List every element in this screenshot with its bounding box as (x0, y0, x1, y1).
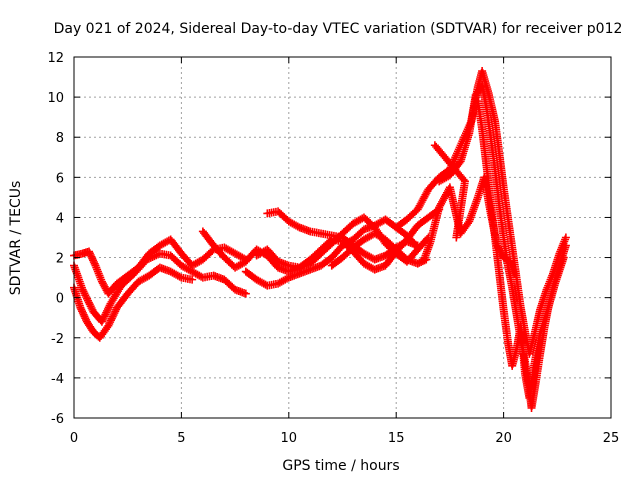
data-point (188, 275, 197, 284)
chart-title: Day 021 of 2024, Sidereal Day-to-day VTE… (54, 21, 623, 37)
y-tick-label: 2 (56, 252, 64, 267)
data-point (559, 253, 568, 262)
data-point (80, 312, 89, 321)
data-point (83, 294, 92, 303)
y-tick-label: 12 (47, 51, 64, 66)
x-axis-title: GPS time / hours (282, 458, 399, 474)
data-point (77, 305, 86, 314)
data-point (82, 292, 91, 301)
y-tick-label: 4 (56, 211, 64, 226)
y-axis-title: SDTVAR / TECUs (8, 181, 24, 296)
data-point (106, 316, 115, 325)
tick-layer: 0 5 10 15 20 25 -6 -4 -2 0 2 4 6 8 10 12 (47, 51, 619, 446)
x-tick-label: 20 (495, 431, 512, 446)
data-point (78, 308, 87, 317)
data-point (79, 310, 88, 319)
data-point (106, 318, 115, 327)
y-tick-label: -4 (51, 372, 64, 387)
data-point (79, 287, 88, 296)
plot-frame (73, 56, 612, 419)
data-point (80, 289, 89, 298)
data-point (111, 307, 120, 316)
data-point (103, 306, 112, 315)
data-point (85, 300, 94, 309)
data-point (109, 310, 118, 319)
data-point (78, 285, 87, 294)
data-point (85, 249, 94, 258)
data-point (76, 303, 85, 312)
data-point (422, 255, 431, 264)
y-tick-label: 6 (56, 171, 64, 186)
data-point (561, 241, 570, 250)
data-point (101, 310, 110, 319)
x-tick-label: 15 (388, 431, 405, 446)
data-point (81, 291, 90, 300)
data-point (83, 296, 92, 305)
data-point (85, 247, 94, 256)
data-point (413, 241, 422, 250)
data-point (84, 298, 93, 307)
data-point (103, 305, 112, 314)
data-point (88, 254, 97, 263)
data-point (108, 312, 117, 321)
data-point (420, 256, 429, 265)
data-point (98, 315, 107, 324)
data-point (293, 222, 302, 231)
y-tick-label: 10 (47, 91, 64, 106)
x-tick-label: 5 (177, 431, 185, 446)
data-point (175, 272, 184, 281)
data-point (100, 312, 109, 321)
data-point (90, 259, 99, 268)
data-point (241, 289, 250, 298)
x-tick-label: 10 (281, 431, 298, 446)
y-tick-label: 0 (56, 292, 64, 307)
data-point (104, 303, 113, 312)
data-points-layer (70, 67, 570, 412)
y-tick-label: 8 (56, 131, 64, 146)
data-point (510, 269, 519, 278)
data-point (561, 233, 570, 242)
data-point (455, 158, 464, 167)
x-tick-label: 25 (603, 431, 620, 446)
data-point (89, 258, 98, 267)
data-point (86, 251, 95, 260)
data-point (105, 319, 114, 328)
data-point (152, 251, 161, 260)
data-point (78, 307, 87, 316)
data-point (107, 314, 116, 323)
x-tick-label: 0 (70, 431, 78, 446)
data-point (99, 314, 108, 323)
data-point (104, 321, 113, 330)
data-point (97, 317, 106, 326)
data-point (452, 233, 461, 242)
data-point (89, 256, 98, 265)
data-point (86, 302, 95, 311)
data-point (102, 308, 111, 317)
y-tick-label: -6 (51, 412, 64, 427)
data-point (87, 304, 96, 313)
data-point (81, 314, 90, 323)
y-tick-label: -2 (51, 332, 64, 347)
data-point (87, 252, 96, 261)
data-point (283, 274, 292, 283)
data-point (110, 309, 119, 318)
